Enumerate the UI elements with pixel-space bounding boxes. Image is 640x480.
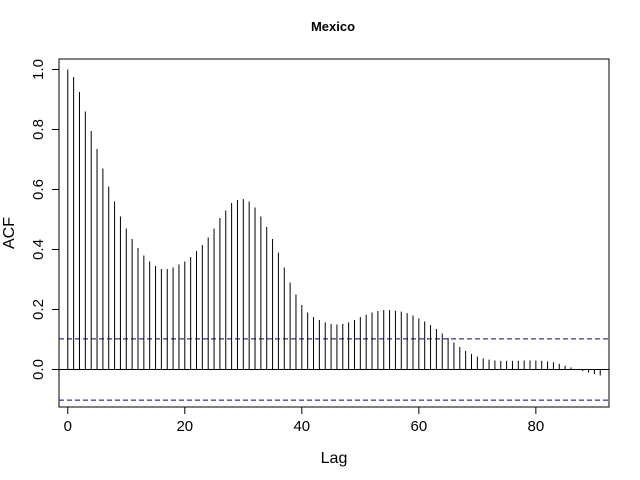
y-tick-label: 0.6 [30,179,47,200]
y-tick-label: 1.0 [30,59,47,80]
acf-bars [67,69,601,376]
x-tick-label: 0 [64,418,72,435]
y-tick-label: 0.8 [30,119,47,140]
x-tick-label: 20 [176,418,193,435]
x-axis: 0 20 40 60 80 [64,406,545,435]
x-tick-label: 40 [293,418,310,435]
y-axis: 0.0 0.2 0.4 0.6 0.8 1.0 [30,59,60,380]
y-axis-label: ACF [1,217,18,249]
x-axis-label: Lag [321,450,348,467]
y-tick-label: 0.2 [30,299,47,320]
y-tick-label: 0.0 [30,359,47,380]
x-tick-label: 60 [410,418,427,435]
x-tick-label: 80 [528,418,545,435]
plot-frame [58,58,610,408]
y-tick-label: 0.4 [30,239,47,260]
chart-title: Mexico [311,19,355,34]
